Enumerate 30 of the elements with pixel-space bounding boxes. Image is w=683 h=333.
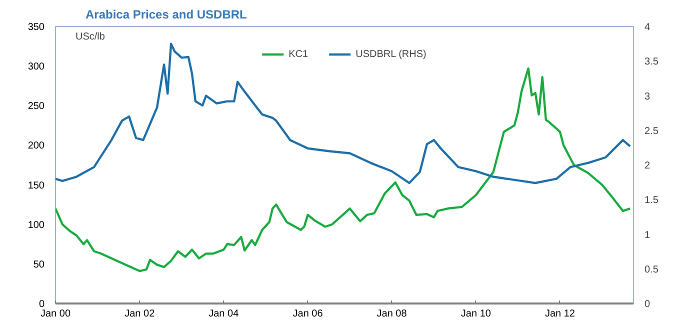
x-tick-label: Jan 04 — [208, 308, 240, 320]
line-series — [56, 42, 632, 184]
legend-label: KC1 — [288, 48, 309, 60]
y-tick-label: 300 — [28, 62, 45, 73]
y2-tick-label: 2 — [644, 160, 650, 172]
chart-title: Arabica Prices and USDBRL — [86, 8, 247, 22]
y2-tick-label: 2.5 — [644, 126, 659, 137]
x-tick-label: Jan 12 — [544, 308, 576, 320]
x-tick-label: Jan 06 — [292, 308, 324, 320]
x-tick-label: Jan 08 — [376, 308, 408, 320]
y2-tick-label: 0 — [644, 299, 650, 310]
y-axis-title: USc/lb — [76, 32, 106, 42]
legend-label: USDBRL (RHS) — [356, 48, 426, 60]
y-tick-label: 250 — [28, 101, 45, 112]
y2-tick-label: 0.5 — [644, 264, 659, 276]
y-tick-label: 0 — [38, 299, 45, 310]
y-tick-label: 150 — [28, 180, 45, 192]
x-tick-label: Jan 00 — [40, 308, 71, 320]
y2-tick-label: 4 — [644, 22, 650, 33]
y-tick-label: 100 — [28, 220, 45, 231]
y-tick-label: 200 — [28, 140, 45, 152]
y-tick-label: 350 — [28, 22, 45, 33]
y2-tick-label: 3 — [644, 91, 650, 102]
y-tick-label: 50 — [33, 259, 45, 270]
x-tick-label: Jan 02 — [124, 308, 156, 320]
x-tick-label: Jan 10 — [460, 308, 492, 320]
y2-tick-label: 3.5 — [644, 56, 659, 68]
line-series — [56, 67, 632, 272]
y2-tick-label: 1 — [644, 230, 650, 241]
y2-tick-label: 1.5 — [644, 195, 659, 206]
